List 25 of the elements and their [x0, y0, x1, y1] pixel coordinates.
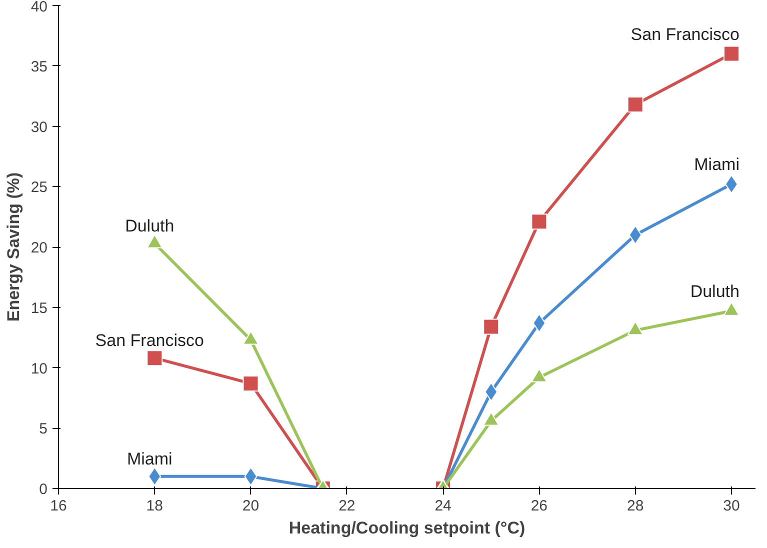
y-tick-label: 25 — [30, 179, 48, 196]
series-label: San Francisco — [95, 331, 204, 350]
x-tick-label: 28 — [626, 498, 644, 514]
y-tick-label: 40 — [30, 0, 48, 16]
series-label: Duluth — [690, 282, 740, 301]
x-tick-label: 20 — [242, 498, 260, 514]
x-tick-label: 24 — [434, 498, 452, 514]
x-tick-label: 30 — [723, 498, 740, 514]
x-tick-label: 26 — [530, 498, 548, 514]
series-label: San Francisco — [630, 24, 740, 44]
series-label: Duluth — [125, 216, 174, 236]
x-tick-label: 16 — [50, 498, 67, 514]
y-tick-label: 20 — [30, 240, 48, 256]
y-axis-title: Energy Saving (%) — [4, 172, 23, 322]
y-tick-label: 10 — [30, 360, 48, 378]
y-tick-label: 15 — [30, 300, 48, 317]
y-tick-label: 30 — [30, 118, 48, 136]
x-tick-label: 18 — [146, 498, 163, 514]
series-label: Miami — [126, 449, 172, 468]
y-tick-label: 35 — [30, 58, 48, 76]
y-tick-label: 5 — [39, 420, 48, 438]
y-tick-label: 0 — [39, 481, 48, 498]
series-label: Miami — [694, 155, 740, 174]
x-axis-title: Heating/Cooling setpoint (°C) — [288, 518, 526, 538]
x-tick-label: 22 — [338, 498, 356, 514]
